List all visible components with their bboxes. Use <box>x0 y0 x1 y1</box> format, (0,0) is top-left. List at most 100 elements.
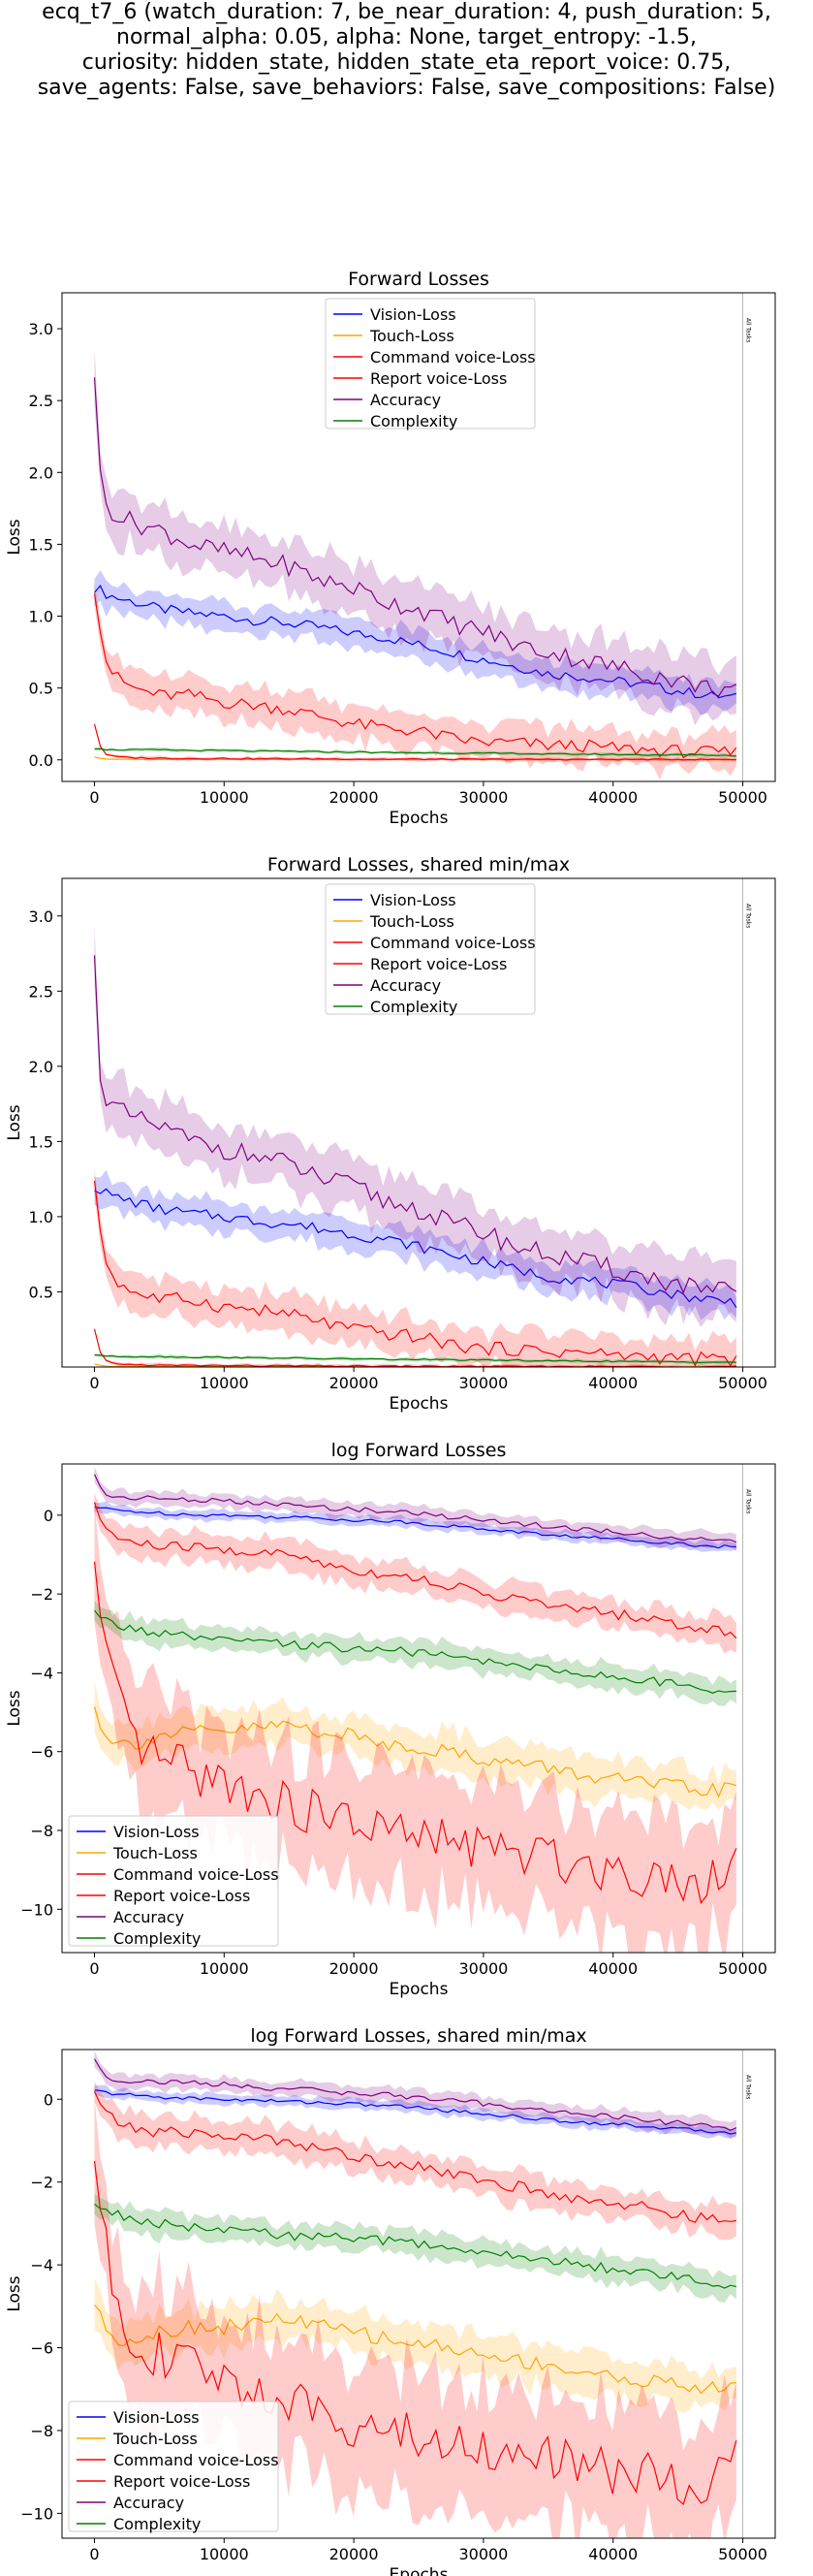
series-line-accuracy <box>93 1474 737 1543</box>
band-accuracy <box>94 925 736 1327</box>
legend-label-command-voice-loss: Command voice-Loss <box>113 2451 279 2469</box>
x-tick-label: 30000 <box>458 1959 508 1978</box>
x-tick-label: 0 <box>89 2545 99 2563</box>
legend-label-touch-loss: Touch-Loss <box>112 1844 198 1862</box>
x-tick-label: 0 <box>89 1959 99 1978</box>
band-report-voice-loss <box>94 1327 736 1367</box>
y-tick-label: −4 <box>30 2256 53 2274</box>
x-axis-label: Epochs <box>390 1980 449 1999</box>
band-command-voice-loss <box>94 1492 736 1654</box>
series-line-report-voice-loss <box>93 1561 737 1905</box>
task-vline-label: All Tasks <box>745 904 752 928</box>
y-tick-label: 2.5 <box>29 392 53 410</box>
plot-area <box>93 348 737 780</box>
band-command-voice-loss <box>94 582 736 780</box>
x-tick-label: 40000 <box>588 788 638 807</box>
y-tick-label: 0.0 <box>29 751 53 770</box>
x-axis-label: Epochs <box>390 809 449 828</box>
band-accuracy <box>94 1466 736 1551</box>
x-tick-label: 20000 <box>329 1374 379 1392</box>
x-tick-label: 50000 <box>718 788 767 807</box>
x-tick-label: 30000 <box>458 2545 508 2563</box>
x-tick-label: 50000 <box>718 2545 767 2563</box>
y-axis-label: Loss <box>5 1104 24 1140</box>
legend: Vision-Loss Touch-Loss Command voice-Loss R… <box>325 298 536 430</box>
series-line-accuracy <box>93 377 737 697</box>
legend-label-complexity: Complexity <box>370 998 457 1016</box>
series-line-accuracy <box>93 955 737 1294</box>
legend-label-complexity: Complexity <box>113 2515 201 2533</box>
legend-label-report-voice-loss: Report voice-Loss <box>370 955 507 973</box>
x-axis-label: Epochs <box>390 2565 449 2576</box>
legend-label-command-voice-loss: Command voice-Loss <box>370 348 536 366</box>
legend-label-accuracy: Accuracy <box>370 391 441 409</box>
x-tick-label: 10000 <box>200 1959 249 1978</box>
x-tick-label: 10000 <box>200 1374 249 1392</box>
series-line-report-voice-loss <box>93 2160 737 2506</box>
y-tick-label: −2 <box>30 1585 53 1604</box>
y-axis-label: Loss <box>5 1690 24 1726</box>
y-tick-label: −6 <box>30 1743 53 1762</box>
y-tick-label: 0 <box>44 2090 53 2109</box>
task-vline-label: All Tasks <box>745 2075 752 2099</box>
y-tick-label: −2 <box>30 2174 53 2192</box>
legend-label-command-voice-loss: Command voice-Loss <box>370 934 536 952</box>
axes-frame <box>61 292 776 782</box>
band-vision-loss <box>94 1501 736 1552</box>
y-tick-label: 0.5 <box>29 680 53 698</box>
x-tick-label: 40000 <box>588 1959 638 1978</box>
series-line-complexity <box>94 1609 736 1694</box>
y-tick-label: 2.5 <box>29 982 53 1001</box>
series-line-command-voice-loss <box>93 2090 736 2223</box>
y-tick-label: 3.0 <box>29 320 53 338</box>
y-tick-label: 0.5 <box>29 1283 53 1301</box>
legend-frame <box>325 298 536 429</box>
legend: Vision-Loss Touch-Loss Command voice-Loss R… <box>68 1815 279 1948</box>
y-tick-label: −8 <box>30 1822 53 1840</box>
series-line-command-voice-loss <box>93 1502 737 1639</box>
x-tick-label: 30000 <box>458 1374 508 1392</box>
axes-frame <box>61 2049 776 2539</box>
y-tick-label: 1.5 <box>29 1132 53 1151</box>
band-accuracy <box>94 348 736 726</box>
task-vline-label: All Tasks <box>745 1489 752 1513</box>
suptitle-line: curiosity: hidden_state, hidden_state_et… <box>81 50 732 75</box>
chart-title: Forward Losses <box>348 269 489 290</box>
band-accuracy <box>94 2051 736 2139</box>
suptitle-line: normal_alpha: 0.05, alpha: None, target_… <box>116 25 697 49</box>
x-tick-label: 0 <box>89 788 99 807</box>
legend-frame <box>68 2401 279 2532</box>
chart-title: log Forward Losses <box>331 1440 507 1461</box>
plot-area <box>93 925 737 1367</box>
y-tick-label: −4 <box>30 1664 53 1682</box>
y-tick-label: 2.0 <box>29 1058 53 1076</box>
band-touch-loss <box>94 2278 736 2413</box>
legend-frame <box>68 1815 279 1947</box>
legend-label-report-voice-loss: Report voice-Loss <box>370 369 507 388</box>
chart-4: log Forward Losses, shared min/max All Ta… <box>5 2025 776 2576</box>
legend-label-report-voice-loss: Report voice-Loss <box>113 1887 250 1905</box>
x-tick-label: 40000 <box>588 2545 638 2563</box>
x-tick-label: 40000 <box>588 1374 638 1392</box>
chart-2: Forward Losses, shared min/max All Tasks 0… <box>5 854 776 1414</box>
chart-title: Forward Losses, shared min/max <box>267 854 570 875</box>
legend-label-touch-loss: Touch-Loss <box>369 912 454 931</box>
task-vline-label: All Tasks <box>745 318 752 342</box>
band-complexity <box>94 1353 736 1365</box>
legend-label-touch-loss: Touch-Loss <box>369 327 454 345</box>
x-tick-label: 0 <box>89 1374 99 1392</box>
legend-label-vision-loss: Vision-Loss <box>113 2408 200 2427</box>
suptitle-line: save_agents: False, save_behaviors: Fals… <box>37 76 776 100</box>
y-tick-label: −10 <box>20 2504 53 2523</box>
y-tick-label: 2.0 <box>29 463 53 482</box>
y-tick-label: 1.0 <box>29 1208 53 1226</box>
legend-label-complexity: Complexity <box>113 1929 201 1948</box>
y-tick-label: −10 <box>20 1900 53 1919</box>
y-tick-label: 1.5 <box>29 535 53 554</box>
series-line-vision-loss <box>94 1188 737 1309</box>
chart-title: log Forward Losses, shared min/max <box>250 2025 586 2047</box>
series-line-vision-loss <box>94 1507 736 1549</box>
series-line-touch-loss <box>94 2305 736 2395</box>
series-line-touch-loss <box>93 1706 737 1798</box>
legend-label-command-voice-loss: Command voice-Loss <box>113 1865 279 1884</box>
